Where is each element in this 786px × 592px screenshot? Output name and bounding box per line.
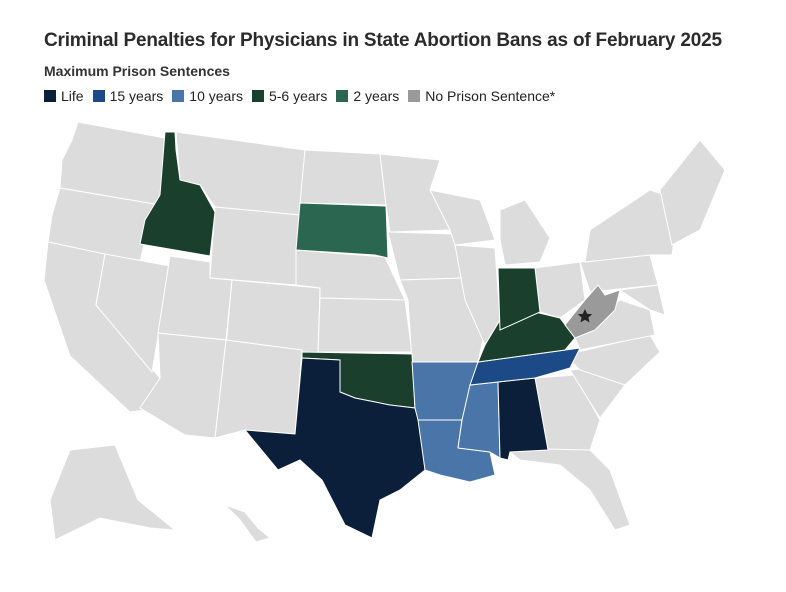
legend-swatch-no-prison (408, 90, 421, 102)
legend-item-2-years: 2 years (336, 88, 399, 104)
legend-item-life: Life (44, 88, 84, 104)
state-new-mexico (214, 339, 303, 439)
state-hawaii (224, 504, 272, 543)
state-texas (243, 357, 426, 539)
state-nevada (95, 253, 171, 374)
map-title: Criminal Penalties for Physicians in Sta… (44, 30, 722, 51)
state-florida (503, 447, 631, 531)
legend-label-10-years: 10 years (189, 88, 243, 104)
legend-item-5-6-years: 5-6 years (251, 88, 328, 104)
state-north-dakota (299, 149, 387, 206)
state-south-dakota (295, 202, 389, 259)
legend-label-2-years: 2 years (353, 88, 400, 104)
state-alaska (49, 444, 177, 541)
legend-item-no-prison: No Prison Sentence* (408, 88, 555, 104)
state-wyoming (209, 206, 301, 286)
legend-label-life: Life (61, 88, 84, 104)
state-wisconsin (429, 189, 496, 246)
legend-swatch-life (44, 90, 56, 102)
state-indiana (497, 267, 541, 331)
map-subtitle: Maximum Prison Sentences (44, 63, 230, 79)
legend-swatch-10-years (172, 90, 185, 102)
state-idaho (139, 131, 216, 257)
legend-item-15-years: 15 years (92, 88, 164, 104)
star-icon (577, 309, 593, 323)
us-map (43, 121, 726, 543)
legend-swatch-2-years (336, 90, 349, 102)
state-new-york (584, 189, 681, 263)
legend-label-15-years: 15 years (109, 88, 164, 104)
legend-label-no-prison: No Prison Sentence* (425, 88, 556, 104)
legend-label-5-6-years: 5-6 years (268, 88, 328, 104)
legend: Life 15 years 10 years 5-6 years 2 years… (44, 88, 564, 104)
state-mid-atlantic (618, 284, 666, 316)
state-michigan (499, 199, 551, 266)
legend-swatch-15-years (92, 90, 105, 102)
state-kansas (317, 297, 413, 353)
legend-swatch-5-6-years (251, 90, 264, 102)
state-west-virginia (564, 284, 621, 339)
legend-item-10-years: 10 years (172, 88, 243, 104)
state-new-england (659, 139, 726, 246)
